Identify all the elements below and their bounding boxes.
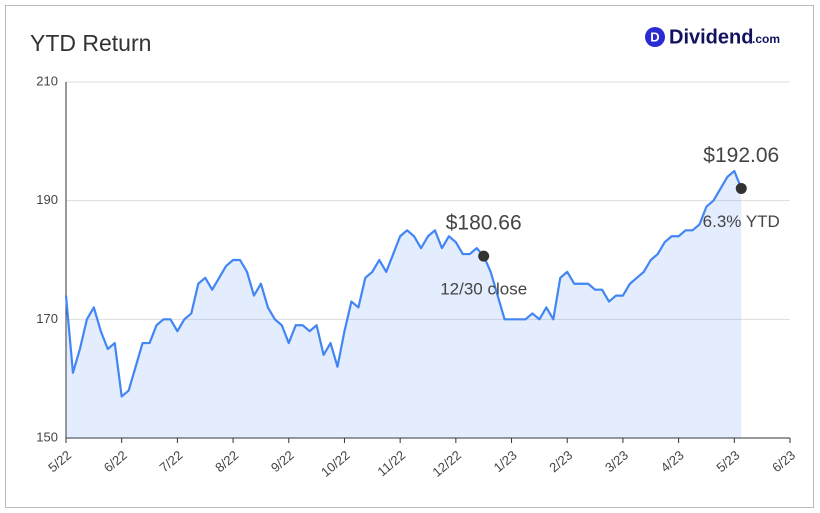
value-label: $192.06 — [703, 144, 779, 167]
brand-suffix: .com — [752, 32, 780, 46]
frame — [5, 5, 814, 508]
area — [66, 171, 742, 438]
brand-icon: D — [650, 29, 659, 44]
brand-icon-circle — [645, 27, 665, 47]
chart-title: YTD Return — [30, 30, 151, 56]
y-tick-label: 210 — [36, 73, 58, 88]
y-tick-label: 170 — [36, 311, 58, 326]
annotation: 12/30 close — [440, 280, 527, 299]
highlight-point — [478, 250, 490, 262]
line — [64, 169, 743, 398]
brand: D Dividend .com — [645, 26, 780, 48]
annotation: 6.3% YTD — [703, 212, 780, 231]
highlight-point — [735, 182, 747, 194]
y-tick-label: 150 — [36, 429, 58, 444]
value-label: $180.66 — [446, 212, 522, 235]
brand-name: Dividend — [669, 26, 753, 48]
y-tick-label: 190 — [36, 192, 58, 207]
